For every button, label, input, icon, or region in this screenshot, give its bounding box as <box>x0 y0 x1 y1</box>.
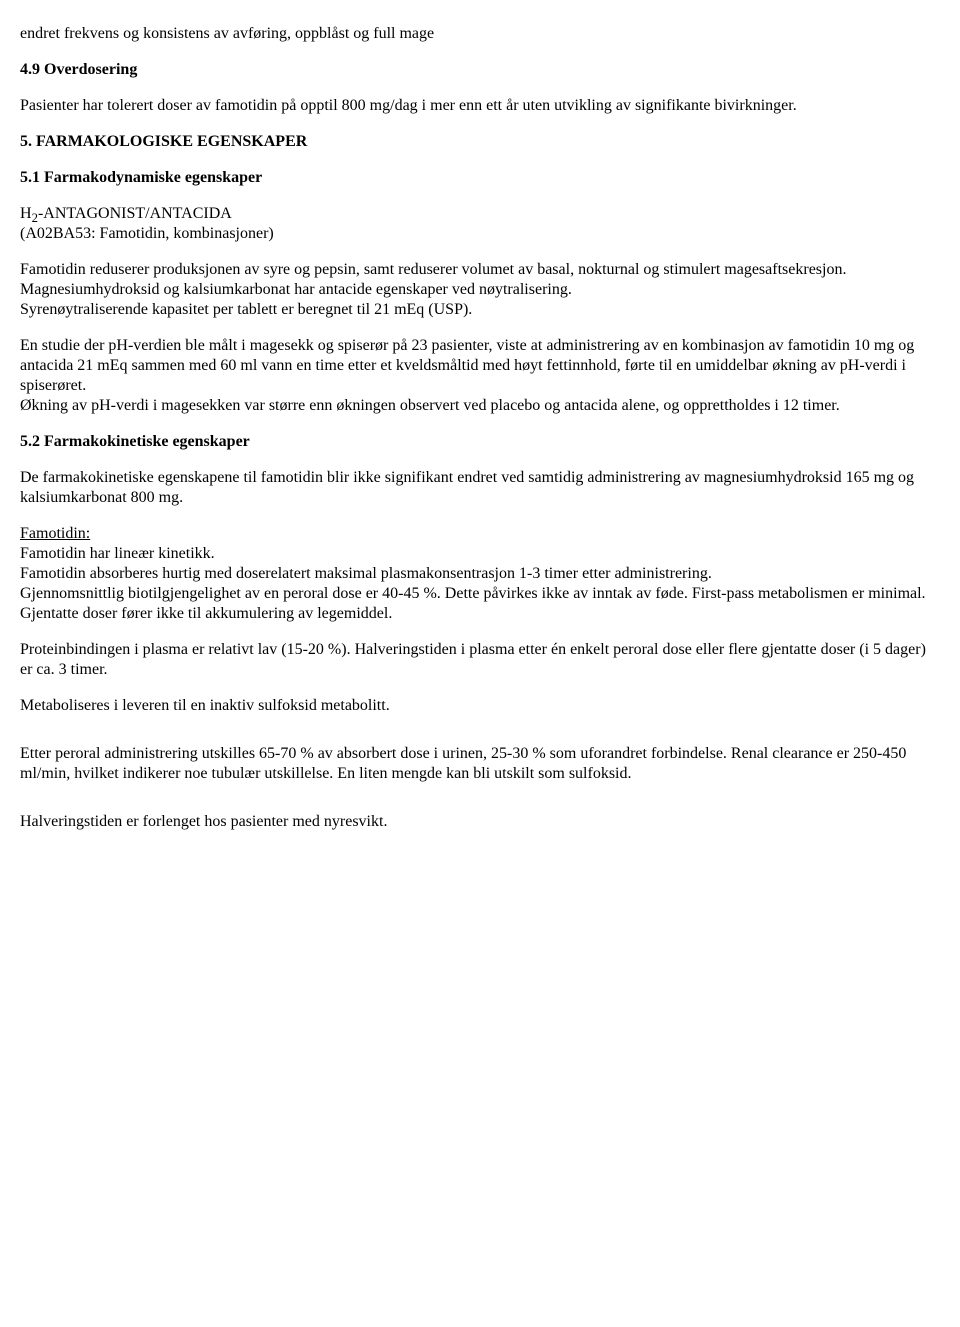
body-text: En studie der pH-verdien ble målt i mage… <box>20 336 940 416</box>
text-line: En studie der pH-verdien ble målt i mage… <box>20 337 914 394</box>
body-text: H2-ANTAGONIST/ANTACIDA (A02BA53: Famotid… <box>20 204 940 244</box>
section-heading-4-9: 4.9 Overdosering <box>20 60 940 80</box>
text-line: Famotidin absorberes hurtig med doserela… <box>20 565 712 582</box>
body-text: Pasienter har tolerert doser av famotidi… <box>20 96 940 116</box>
section-heading-5-1: 5.1 Farmakodynamiske egenskaper <box>20 168 940 188</box>
section-heading-5-2: 5.2 Farmakokinetiske egenskaper <box>20 432 940 452</box>
body-text: Etter peroral administrering utskilles 6… <box>20 744 940 784</box>
text-line: Syrenøytraliserende kapasitet per tablet… <box>20 301 472 318</box>
text-line: Famotidin reduserer produksjonen av syre… <box>20 261 846 278</box>
body-text: Famotidin: Famotidin har lineær kinetikk… <box>20 524 940 624</box>
body-text: Metaboliseres i leveren til en inaktiv s… <box>20 696 940 716</box>
text-line: (A02BA53: Famotidin, kombinasjoner) <box>20 225 274 242</box>
body-text: De farmakokinetiske egenskapene til famo… <box>20 468 940 508</box>
text-fragment: -ANTAGONIST/ANTACIDA <box>38 205 232 222</box>
text-line: Gjennomsnittlig biotilgjengelighet av en… <box>20 585 926 622</box>
body-text: endret frekvens og konsistens av avførin… <box>20 24 940 44</box>
body-text: Proteinbindingen i plasma er relativt la… <box>20 640 940 680</box>
body-text: Halveringstiden er forlenget hos pasient… <box>20 812 940 832</box>
section-heading-5: 5. FARMAKOLOGISKE EGENSKAPER <box>20 132 940 152</box>
underlined-label: Famotidin: <box>20 525 90 542</box>
body-text: Famotidin reduserer produksjonen av syre… <box>20 260 940 320</box>
text-fragment: H <box>20 205 32 222</box>
text-line: Famotidin har lineær kinetikk. <box>20 545 215 562</box>
text-line: Økning av pH-verdi i magesekken var stør… <box>20 397 840 414</box>
text-line: Magnesiumhydroksid og kalsiumkarbonat ha… <box>20 281 572 298</box>
